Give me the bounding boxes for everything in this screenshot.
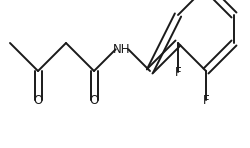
Text: F: F [203, 94, 209, 107]
Text: O: O [34, 94, 42, 107]
Text: F: F [175, 66, 181, 79]
Text: O: O [90, 94, 98, 107]
Text: NH: NH [113, 43, 131, 56]
